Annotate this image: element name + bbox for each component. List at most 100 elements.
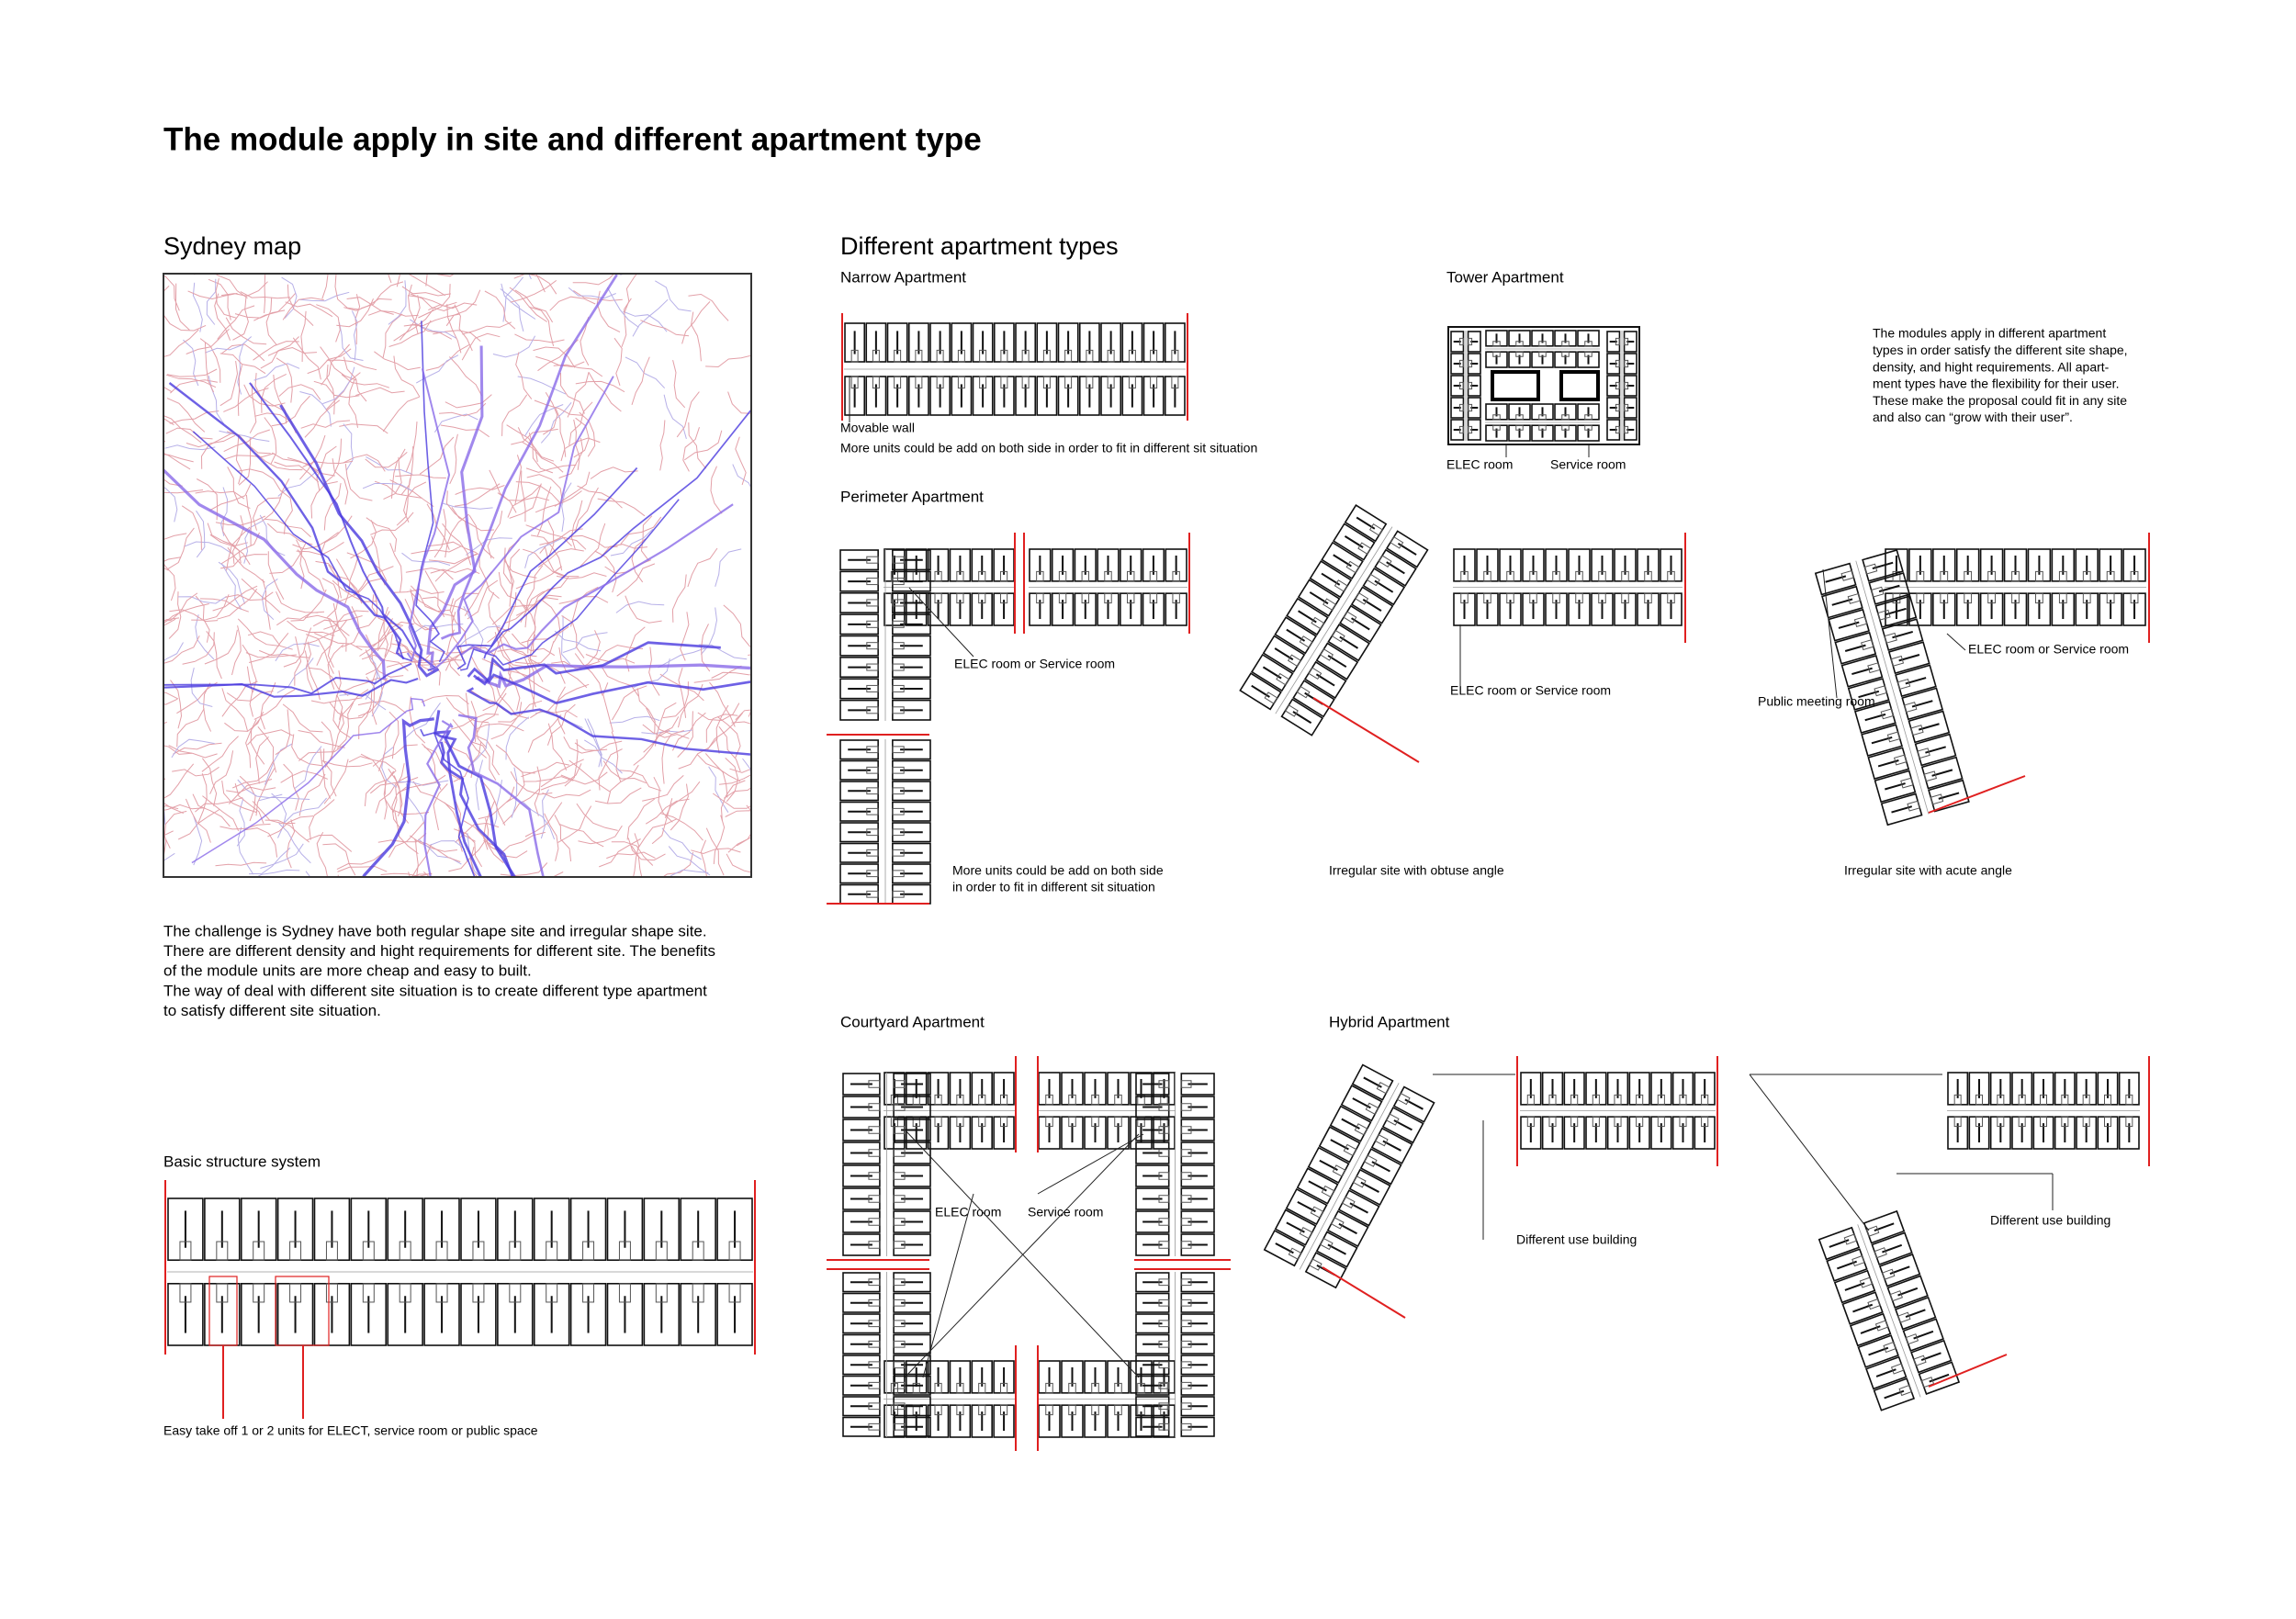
- main-road: [440, 741, 514, 877]
- street: [334, 274, 361, 310]
- unit-bath: [894, 376, 902, 389]
- tower-heading: Tower Apartment: [1446, 268, 1564, 286]
- unit-bath: [1458, 381, 1464, 390]
- street: [280, 770, 329, 783]
- street: [568, 287, 616, 299]
- street: [374, 351, 421, 371]
- street: [300, 310, 307, 363]
- street: [215, 861, 267, 867]
- street: [187, 290, 238, 300]
- street: [169, 609, 219, 623]
- street: [247, 631, 293, 650]
- tower-frame: [1447, 326, 1640, 445]
- unit-bath: [1910, 725, 1924, 736]
- unit-bath: [1552, 592, 1560, 604]
- street: [440, 424, 490, 438]
- unit-bath: [893, 1080, 906, 1088]
- unit-bath: [1893, 754, 1908, 766]
- unit-bath: [866, 890, 879, 898]
- street: [294, 635, 302, 686]
- main-road: [433, 710, 517, 877]
- unit-bath: [1319, 648, 1334, 661]
- street: [190, 667, 213, 707]
- street: [360, 753, 387, 795]
- street: [393, 309, 434, 342]
- street: [554, 630, 602, 652]
- street: [185, 798, 211, 843]
- street: [511, 428, 558, 445]
- street: [627, 838, 666, 861]
- street: [239, 775, 256, 822]
- unit-bath: [655, 1241, 668, 1261]
- street: [163, 642, 184, 662]
- street: [727, 391, 751, 414]
- unit-bath: [893, 1149, 906, 1157]
- unit-bath: [1180, 1241, 1192, 1249]
- sydney-map: [163, 274, 751, 877]
- unit-bath: [1870, 586, 1885, 598]
- unit-bath: [1847, 592, 1862, 604]
- street: [456, 625, 501, 650]
- unit-bath: [892, 766, 905, 774]
- street: [393, 355, 421, 398]
- street: [306, 634, 334, 674]
- unit-bath: [866, 599, 879, 607]
- unit-bath: [1180, 1402, 1192, 1411]
- street: [375, 775, 409, 814]
- street: [365, 634, 377, 684]
- text-line: density, and hight requirements. All apa…: [1873, 359, 2110, 374]
- street: [445, 490, 468, 534]
- street: [631, 538, 647, 583]
- unit-bath: [1492, 351, 1501, 357]
- unit-bath: [866, 578, 879, 586]
- unit-bath: [1874, 1247, 1887, 1259]
- text-line: and also can “grow with their user”.: [1873, 410, 2073, 424]
- street: [546, 683, 590, 713]
- street: [540, 759, 584, 788]
- unit-bath: [1900, 777, 1914, 789]
- street: [287, 620, 335, 636]
- street: [383, 770, 395, 820]
- street: [500, 831, 546, 855]
- street: [260, 682, 276, 730]
- unit-bath: [915, 376, 923, 389]
- street: [726, 853, 751, 873]
- street: [243, 520, 263, 564]
- site-edge: [1312, 697, 1420, 763]
- unit-bath: [728, 1283, 741, 1303]
- unit-bath: [1045, 1382, 1053, 1394]
- unit-bath: [618, 1241, 631, 1261]
- street: [691, 311, 702, 362]
- obtuse-label: ELEC room or Service room: [1450, 683, 1611, 698]
- perimeter-label: ELEC room or Service room: [954, 657, 1115, 671]
- street: [265, 297, 277, 345]
- street: [336, 298, 374, 328]
- unit-bath: [912, 1116, 920, 1128]
- perimeter-note: More units could be add on both side: [952, 863, 1164, 878]
- street: [663, 394, 687, 440]
- street: [163, 617, 180, 623]
- street: [248, 632, 289, 663]
- street: [691, 848, 741, 855]
- apartment-strip: [1135, 1073, 1215, 1256]
- unit-bath: [1045, 1094, 1053, 1106]
- unit-bath: [1460, 570, 1469, 582]
- street: [374, 480, 422, 499]
- unit-bath: [1036, 592, 1044, 604]
- unit-bath: [893, 1218, 906, 1226]
- unit-bath: [1903, 702, 1918, 714]
- unit-bath: [1104, 592, 1112, 604]
- unit-bath: [1624, 381, 1629, 390]
- unit-bath: [892, 849, 905, 857]
- unit-bath: [1624, 359, 1629, 368]
- street: [205, 336, 253, 354]
- street: [389, 543, 403, 592]
- street: [304, 399, 341, 438]
- street: [451, 592, 478, 627]
- street: [547, 723, 568, 770]
- text-line: of the module units are more cheap and e…: [163, 962, 532, 980]
- street: [549, 296, 596, 311]
- apartment-strip: [1485, 403, 1600, 442]
- street: [195, 797, 243, 813]
- street: [517, 427, 555, 462]
